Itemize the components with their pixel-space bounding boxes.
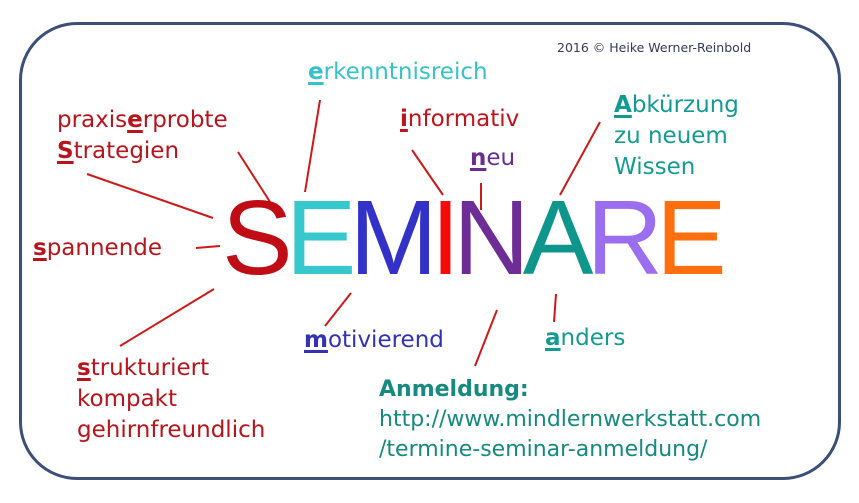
registration-block: Anmeldung: http://www.mindlernwerkstatt.… bbox=[379, 375, 761, 465]
kw-initial: a bbox=[545, 325, 561, 351]
kw-initial: i bbox=[400, 106, 408, 132]
kw-text: nders bbox=[560, 325, 626, 351]
title-letter: I bbox=[430, 179, 461, 297]
kw-text: rkenntnisreich bbox=[323, 59, 488, 85]
kw-initial: s bbox=[77, 355, 91, 381]
copyright-text: 2016 © Heike Werner-Reinbold bbox=[557, 40, 752, 55]
keyword-strukturiert: strukturiert kompakt gehirnfreundlich bbox=[77, 353, 265, 446]
kw-text: trategien bbox=[73, 138, 180, 164]
rounded-frame bbox=[19, 22, 841, 480]
kw-text: zu neuem bbox=[614, 123, 728, 149]
kw-text: nformativ bbox=[407, 106, 520, 132]
keyword-spannende: spannende bbox=[33, 233, 162, 264]
keyword-neu: neu bbox=[470, 143, 515, 174]
title-letter: E bbox=[285, 179, 357, 297]
connector-informativ bbox=[411, 149, 444, 196]
connector-motivierend bbox=[324, 292, 352, 327]
keyword-anders: anders bbox=[545, 323, 625, 354]
connector-erkenntnis bbox=[304, 99, 321, 193]
kw-text: praxis bbox=[57, 107, 128, 133]
kw-text: rprobte bbox=[142, 107, 228, 133]
keyword-informativ: informativ bbox=[400, 104, 519, 135]
kw-initial: S bbox=[57, 138, 74, 164]
connector-praxis bbox=[86, 173, 214, 219]
title-letter: E bbox=[656, 179, 727, 297]
seminare-title: SEMINARE bbox=[222, 178, 727, 298]
connector-spannende bbox=[195, 245, 221, 249]
keyword-motivierend: motivierend bbox=[304, 325, 444, 356]
kw-text: pannende bbox=[46, 235, 163, 261]
title-letter: N bbox=[453, 179, 530, 297]
kw-text: bkürzung bbox=[631, 92, 739, 118]
kw-text: kompakt bbox=[77, 386, 178, 412]
connector-anmeldung bbox=[474, 309, 498, 367]
kw-initial: m bbox=[304, 327, 328, 353]
connector-abkuerzung bbox=[559, 121, 601, 196]
kw-text: eu bbox=[486, 145, 516, 171]
title-letter: S bbox=[222, 179, 293, 297]
connector-strategien bbox=[237, 151, 273, 206]
registration-url-line2[interactable]: /termine-seminar-anmeldung/ bbox=[379, 437, 708, 462]
keyword-erkenntnisreich: erkenntnisreich bbox=[308, 57, 488, 88]
kw-initial: s bbox=[33, 235, 47, 261]
kw-text: trukturiert bbox=[90, 355, 210, 381]
kw-text: gehirnfreundlich bbox=[77, 417, 266, 443]
keyword-praxiserprobte-strategien: praxiserprobte Strategien bbox=[57, 105, 228, 167]
registration-heading: Anmeldung: bbox=[379, 377, 529, 402]
kw-initial: e bbox=[127, 107, 143, 133]
kw-text: otivierend bbox=[327, 327, 444, 353]
kw-text: Wissen bbox=[614, 154, 696, 180]
connector-strukturiert bbox=[119, 288, 215, 347]
kw-initial: e bbox=[308, 59, 324, 85]
title-letter: R bbox=[586, 179, 663, 297]
connector-anders bbox=[553, 293, 557, 323]
title-letter: M bbox=[349, 179, 437, 297]
keyword-abkuerzung: Abkürzung zu neuem Wissen bbox=[614, 90, 739, 183]
kw-initial: n bbox=[470, 145, 487, 171]
title-letter: A bbox=[522, 179, 594, 297]
registration-url-line1[interactable]: http://www.mindlernwerkstatt.com bbox=[379, 407, 762, 432]
kw-initial: A bbox=[614, 92, 632, 118]
